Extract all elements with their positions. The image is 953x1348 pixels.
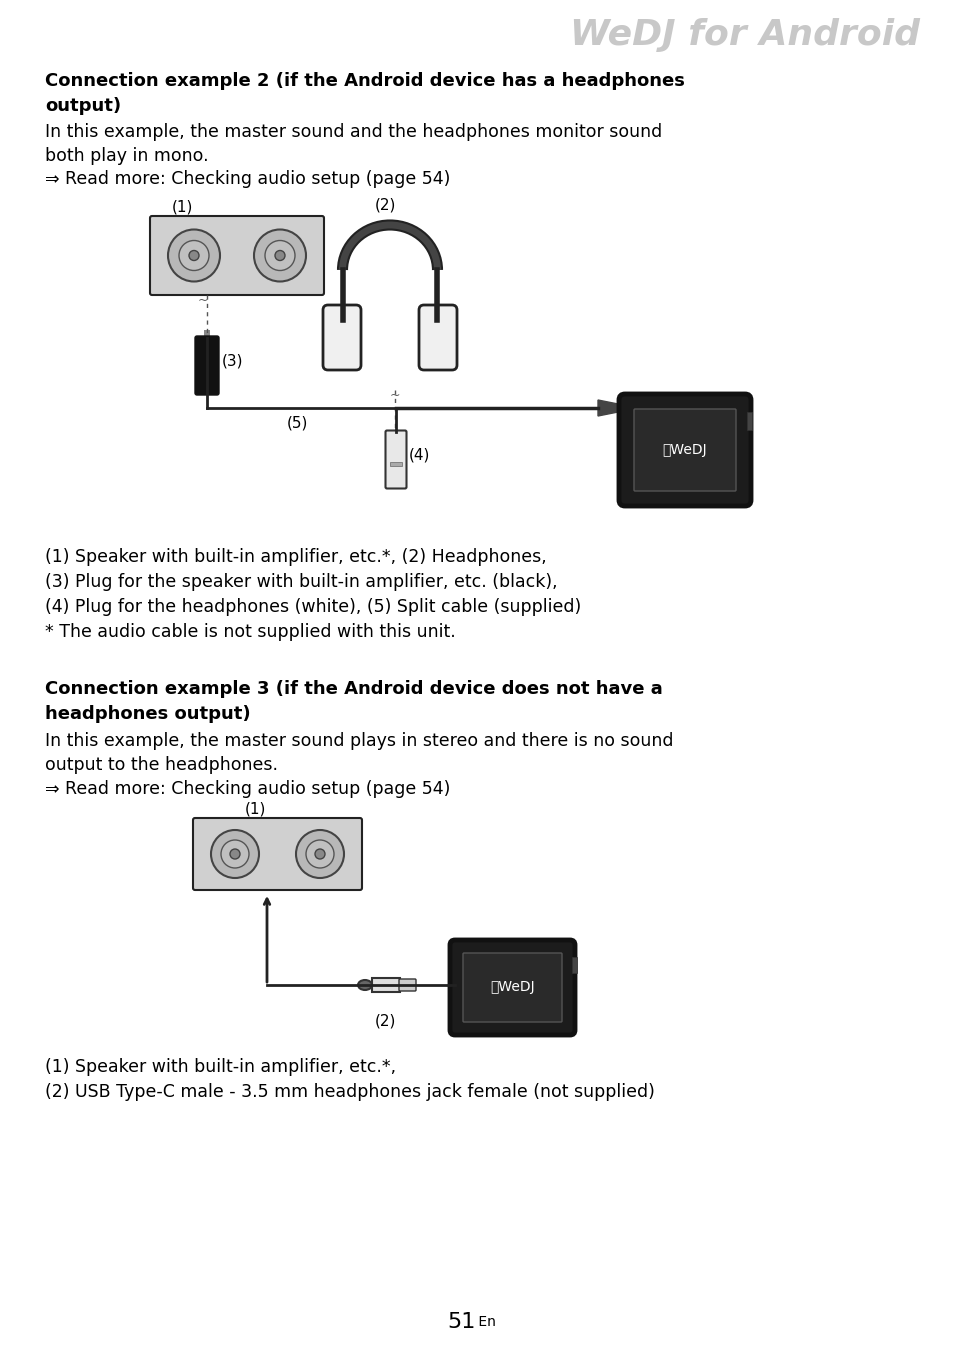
- Text: * The audio cable is not supplied with this unit.: * The audio cable is not supplied with t…: [45, 623, 456, 642]
- Text: (1) Speaker with built-in amplifier, etc.*,: (1) Speaker with built-in amplifier, etc…: [45, 1058, 395, 1076]
- Bar: [390, 461, 401, 465]
- FancyBboxPatch shape: [194, 336, 219, 395]
- Text: ⓘWeDJ: ⓘWeDJ: [662, 443, 706, 457]
- Text: (4) Plug for the headphones (white), (5) Split cable (supplied): (4) Plug for the headphones (white), (5)…: [45, 599, 580, 616]
- Text: (5): (5): [286, 417, 308, 431]
- Text: ~: ~: [390, 388, 400, 402]
- Text: 51: 51: [447, 1312, 476, 1332]
- Circle shape: [179, 240, 209, 271]
- Text: WeDJ for Android: WeDJ for Android: [569, 18, 919, 53]
- FancyBboxPatch shape: [618, 394, 750, 506]
- Circle shape: [211, 830, 258, 878]
- Bar: [746, 412, 751, 430]
- FancyBboxPatch shape: [150, 216, 324, 295]
- Circle shape: [265, 240, 294, 271]
- Text: ⓘWeDJ: ⓘWeDJ: [490, 980, 535, 995]
- Text: In this example, the master sound and the headphones monitor sound: In this example, the master sound and th…: [45, 123, 661, 142]
- Ellipse shape: [357, 980, 372, 989]
- Text: (3): (3): [222, 353, 243, 368]
- Text: (2): (2): [375, 198, 395, 213]
- Bar: [372, 979, 399, 992]
- Circle shape: [253, 229, 306, 282]
- FancyBboxPatch shape: [323, 305, 360, 369]
- FancyBboxPatch shape: [418, 305, 456, 369]
- Text: (3) Plug for the speaker with built-in amplifier, etc. (black),: (3) Plug for the speaker with built-in a…: [45, 573, 558, 590]
- Text: both play in mono.: both play in mono.: [45, 147, 209, 164]
- Polygon shape: [598, 400, 618, 417]
- Text: ⇒ Read more: Checking audio setup (page 54): ⇒ Read more: Checking audio setup (page …: [45, 170, 450, 187]
- FancyBboxPatch shape: [634, 408, 735, 491]
- Circle shape: [221, 840, 249, 868]
- FancyBboxPatch shape: [450, 940, 575, 1035]
- Circle shape: [295, 830, 344, 878]
- FancyBboxPatch shape: [385, 430, 406, 488]
- Circle shape: [306, 840, 334, 868]
- Text: ~: ~: [197, 294, 208, 306]
- FancyBboxPatch shape: [193, 818, 361, 890]
- Bar: [572, 957, 577, 973]
- Circle shape: [274, 251, 285, 260]
- Text: (1): (1): [172, 200, 193, 214]
- Text: output to the headphones.: output to the headphones.: [45, 756, 277, 774]
- Text: Connection example 2 (if the Android device has a headphones: Connection example 2 (if the Android dev…: [45, 71, 684, 90]
- Text: output): output): [45, 97, 121, 115]
- Text: (1) Speaker with built-in amplifier, etc.*, (2) Headphones,: (1) Speaker with built-in amplifier, etc…: [45, 549, 546, 566]
- Circle shape: [168, 229, 220, 282]
- FancyBboxPatch shape: [462, 953, 561, 1022]
- Circle shape: [230, 849, 240, 859]
- FancyBboxPatch shape: [398, 979, 416, 991]
- Text: Connection example 3 (if the Android device does not have a: Connection example 3 (if the Android dev…: [45, 679, 662, 698]
- Text: En: En: [474, 1316, 496, 1329]
- Text: (2): (2): [375, 1012, 395, 1029]
- Text: headphones output): headphones output): [45, 705, 251, 723]
- Text: (4): (4): [409, 448, 430, 462]
- Text: In this example, the master sound plays in stereo and there is no sound: In this example, the master sound plays …: [45, 732, 673, 749]
- Text: ⇒ Read more: Checking audio setup (page 54): ⇒ Read more: Checking audio setup (page …: [45, 780, 450, 798]
- Circle shape: [314, 849, 325, 859]
- Circle shape: [189, 251, 199, 260]
- Text: (1): (1): [245, 802, 266, 817]
- Text: (2) USB Type-C male - 3.5 mm headphones jack female (not supplied): (2) USB Type-C male - 3.5 mm headphones …: [45, 1082, 654, 1101]
- Bar: [204, 330, 210, 336]
